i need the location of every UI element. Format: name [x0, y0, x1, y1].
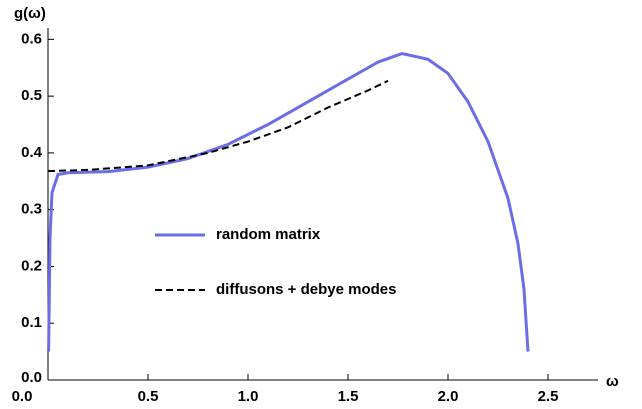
y-axis-label: g(ω) [14, 5, 46, 22]
y-tick-label: 0.1 [21, 314, 42, 331]
series-line [47, 79, 389, 173]
x-tick-label: 1.5 [338, 388, 359, 405]
legend-label: diffusons + debye modes [216, 281, 396, 298]
y-tick-label: 0.2 [21, 257, 42, 274]
y-tick-label: 0.6 [21, 30, 42, 47]
x-axis-label: ω [606, 373, 619, 390]
y-tick-label: 0.3 [21, 201, 42, 218]
x-tick-label: 2.5 [538, 388, 559, 405]
x-tick-label: 0.5 [138, 388, 159, 405]
y-tick-label: 0.5 [21, 87, 42, 104]
legend-label: random matrix [216, 226, 321, 243]
series-line [47, 51, 530, 352]
y-tick-label: 0.4 [21, 144, 43, 161]
x-tick-label: 2.0 [438, 388, 459, 405]
x-tick-label: 1.0 [238, 388, 259, 405]
x-tick-label: 0.0 [12, 388, 33, 405]
y-tick-label: 0.0 [21, 369, 42, 386]
